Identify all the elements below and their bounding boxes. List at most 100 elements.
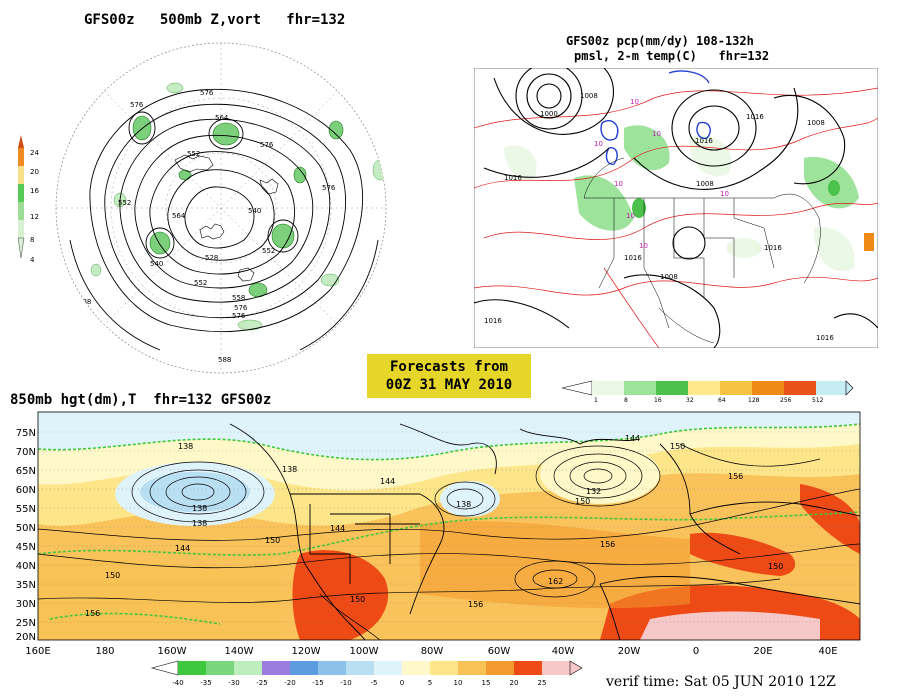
precip-legend-label: 128 [748, 397, 760, 404]
contour-label: 552 [187, 150, 200, 158]
temp-legend-label: -10 [340, 679, 351, 687]
contour-label: 576 [130, 101, 144, 109]
height-label: 162 [548, 577, 563, 586]
precip-legend: 1 8 16 32 64 128 256 512 [561, 380, 854, 404]
pressure-label: 1016 [484, 317, 502, 325]
pressure-label: 1008 [580, 92, 598, 100]
lat-label: 35N [16, 580, 36, 591]
contour-label: 576 [322, 184, 336, 192]
precip-legend-label: 64 [718, 397, 726, 404]
height-label: 144 [175, 544, 190, 553]
precip-legend-label: 16 [654, 397, 662, 404]
height-label: 156 [468, 600, 483, 609]
contour-label: 576 [234, 304, 248, 312]
vorticity-color-scale: 24 20 16 12 8 4 [17, 135, 39, 264]
temp-label: 10 [720, 190, 729, 198]
height-label: 144 [625, 434, 640, 443]
lon-label: 80W [421, 646, 444, 654]
lon-label: 100W [350, 646, 379, 654]
lon-label: 160W [158, 646, 187, 654]
lat-label: 55N [16, 504, 36, 515]
height-label: 138 [192, 519, 207, 528]
temp-legend-label: 0 [400, 679, 404, 687]
pressure-label: 1016 [764, 244, 782, 252]
precip-legend-label: 1 [594, 397, 598, 404]
pressure-label: 1016 [624, 254, 642, 262]
precip-legend-label: 8 [624, 397, 628, 404]
pressure-label: 1000 [540, 110, 558, 118]
temp-label: 10 [626, 212, 635, 220]
contour-label: 558 [232, 294, 245, 302]
temp-legend-label: -25 [256, 679, 267, 687]
panel-850mb-map: 138 138 138 144 138 144 144 132 150 138 … [16, 411, 861, 654]
pressure-label: 1016 [816, 334, 834, 342]
lon-label: 60W [488, 646, 511, 654]
scale-label: 16 [30, 187, 39, 195]
lat-label: 65N [16, 466, 36, 477]
lon-label: 20E [753, 646, 772, 654]
panel-precip-title-1: GFS00z pcp(mm/dy) 108-132h [566, 34, 754, 48]
temp-legend-swatches [178, 661, 570, 675]
contour-label: 564 [172, 212, 186, 220]
lat-label: 70N [16, 447, 36, 458]
pressure-label: 1016 [695, 137, 713, 145]
contour-label: 576 [232, 312, 246, 320]
scale-arrow-bottom [17, 237, 25, 259]
lon-label: 40E [818, 646, 837, 654]
height-label: 156 [728, 472, 743, 481]
height-label: 156 [85, 609, 100, 618]
panel-precip-title-2: pmsl, 2-m temp(C) fhr=132 [574, 49, 770, 63]
pressure-label: 1008 [696, 180, 714, 188]
height-label: 138 [456, 500, 471, 509]
temp-legend-label: 25 [538, 679, 547, 687]
contour-label: 552 [194, 279, 207, 287]
forecast-badge-line2: 00Z 31 MAY 2010 [385, 377, 513, 393]
lat-label: 45N [16, 542, 36, 553]
scale-label: 12 [30, 213, 39, 221]
lat-label: 25N [16, 618, 36, 629]
temp-label: 10 [652, 130, 661, 138]
temp-legend-label: 5 [428, 679, 432, 687]
lon-label: 180 [95, 646, 114, 654]
lon-label: 20W [618, 646, 641, 654]
height-label: 150 [670, 442, 685, 451]
height-label: 138 [192, 504, 207, 513]
pressure-label: 1008 [660, 273, 678, 281]
contour-label: 540 [248, 207, 261, 215]
scale-swatch-5 [18, 220, 24, 238]
panel-precip-map: 1000 1008 1016 1016 1008 1016 1008 1016 … [474, 68, 878, 348]
height-label: 150 [768, 562, 783, 571]
lon-label: 120W [292, 646, 321, 654]
pressure-label: 1008 [807, 119, 825, 127]
temp-label: 10 [594, 140, 603, 148]
map-850-content: 138 138 138 144 138 144 144 132 150 138 … [38, 412, 860, 640]
scale-label: 20 [30, 168, 39, 176]
scale-label: 24 [30, 149, 39, 157]
height-label: 150 [105, 571, 120, 580]
temp-label: 10 [639, 242, 648, 250]
panel-850mb-title: 850mb hgt(dm),T fhr=132 GFS00z [10, 392, 272, 408]
lon-label: 140W [225, 646, 254, 654]
temp-legend-label: -40 [172, 679, 183, 687]
polar-map-content: 576 576 564 576 552 540 540 552 528 576 … [56, 43, 386, 373]
contour-label: 552 [118, 199, 131, 207]
scale-swatch-3 [18, 184, 24, 202]
temp-legend-label: 20 [510, 679, 519, 687]
contour-label: 540 [150, 260, 163, 268]
height-label: 144 [330, 524, 345, 533]
precip-legend-swatches [592, 381, 846, 395]
contour-label: 552 [262, 247, 275, 255]
precip-legend-label: 32 [686, 397, 694, 404]
temp-legend-label: -5 [371, 679, 378, 687]
height-label: 150 [575, 497, 590, 506]
contour-label: 528 [205, 254, 218, 262]
height-label: 156 [600, 540, 615, 549]
temp-legend-label: -30 [228, 679, 239, 687]
temp-label: 10 [614, 180, 623, 188]
pressure-label: 1016 [504, 174, 522, 182]
scale-swatch-2 [18, 166, 24, 184]
height-label: 132 [586, 487, 601, 496]
contour-label: 576 [200, 89, 214, 97]
pressure-label: 1016 [746, 113, 764, 121]
contour-label: 564 [215, 114, 229, 122]
